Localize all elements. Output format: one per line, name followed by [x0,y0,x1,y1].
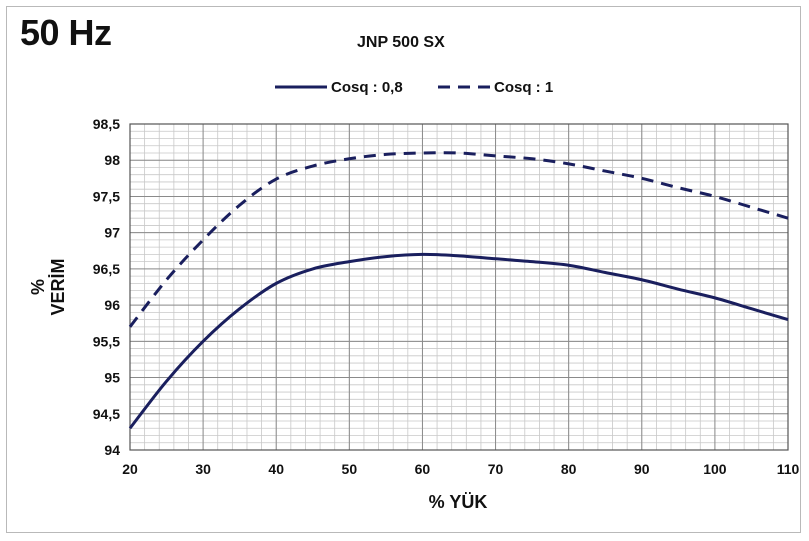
y-axis-label-group: % VERİM [28,258,68,315]
x-tick-label: 60 [415,461,431,477]
y-tick-label: 97,5 [93,188,120,204]
legend-label-dashed: Cosq : 1 [494,79,553,96]
y-tick-label: 96 [104,297,120,313]
y-tick-label: 97 [104,225,120,241]
x-tick-labels: 20 30 40 50 60 70 80 90 100 110 [122,461,799,477]
x-axis-label: % YÜK [429,492,488,512]
y-tick-labels: 94 94,5 95 95,5 96 96,5 97 97,5 98 98,5 [93,116,120,458]
y-axis-label: VERİM [48,258,68,315]
y-tick-label: 95 [104,370,120,386]
y-axis-label-unit: % [28,279,48,295]
model-label: JNP 500 SX [357,34,445,51]
legend-label-solid: Cosq : 0,8 [331,79,403,96]
y-tick-label: 94,5 [93,406,120,422]
series-line-cosq-1 [128,151,789,328]
grid-minor [129,123,789,451]
x-tick-label: 80 [561,461,577,477]
y-tick-label: 94 [104,442,120,458]
x-tick-label: 90 [634,461,650,477]
x-tick-label: 70 [488,461,504,477]
x-tick-label: 40 [268,461,284,477]
y-tick-label: 95,5 [93,333,120,349]
series-layer [128,151,789,430]
x-tick-label: 110 [777,461,800,477]
x-tick-label: 30 [195,461,211,477]
y-tick-label: 98 [104,152,120,168]
y-tick-label: 96,5 [93,261,120,277]
grid-major [129,123,789,451]
x-tick-label: 20 [122,461,138,477]
x-tick-label: 100 [703,461,727,477]
legend: Cosq : 0,8 Cosq : 1 [275,79,553,96]
chart-frame [6,6,801,533]
x-tick-label: 50 [342,461,358,477]
series-line-cosq-0-8 [128,252,789,430]
y-tick-label: 98,5 [93,116,120,132]
frequency-label: 50 Hz [20,12,112,53]
plot-border [129,123,789,451]
